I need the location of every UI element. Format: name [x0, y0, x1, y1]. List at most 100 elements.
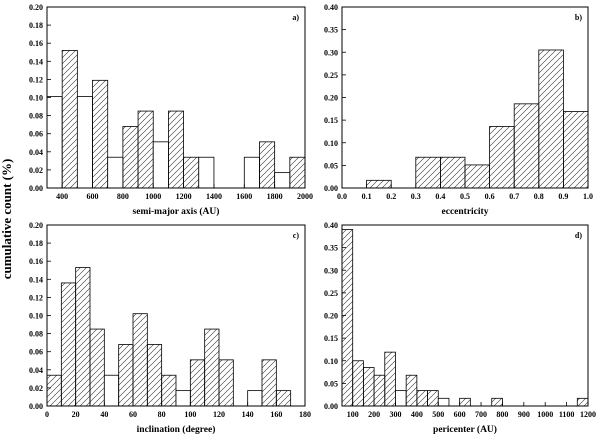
y-tick-label: 0.02: [29, 166, 43, 175]
panel-tag: b): [575, 13, 582, 22]
histogram-bar: [576, 397, 589, 407]
panel-inclination: 0 20 40 60 80 100 120 140 160 180 0.00 0.02 0.04 0.06…: [29, 221, 311, 435]
histogram-bar: [103, 374, 120, 407]
histogram-bar: [189, 359, 206, 407]
x-tick-label: 800: [117, 192, 129, 201]
histogram-bar: [175, 390, 191, 407]
histogram-bar: [415, 156, 441, 189]
x-tick-label: 180: [299, 410, 311, 419]
x-tick-label: 0.8: [534, 192, 544, 201]
histogram-bar: [384, 351, 396, 407]
y-tick-label: 0.10: [29, 312, 43, 321]
histogram-bar: [261, 359, 277, 407]
x-tick-label: 1100: [559, 410, 575, 419]
x-tick-label: 0.5: [460, 192, 470, 201]
y-tick-label: 0.16: [29, 257, 43, 266]
x-tick-label: 140: [242, 410, 254, 419]
x-tick-label: 0.1: [362, 192, 372, 201]
x-tick-label: 1600: [236, 192, 252, 201]
y-tick-label: 0.00: [29, 184, 43, 193]
y-tick-label: 0.04: [29, 366, 43, 375]
y-tick-label: 0.25: [324, 71, 338, 80]
y-tick-label: 0.40: [324, 3, 338, 12]
y-tick-label: 0.15: [324, 116, 338, 125]
histogram-bar: [341, 229, 354, 407]
histogram-bar: [92, 79, 109, 189]
y-tick-label: 0.10: [324, 357, 338, 366]
x-tick-label: 0: [45, 410, 49, 419]
x-tick-label: 400: [411, 410, 423, 419]
panel-eccentricity: 0.0 0.1 0.2 0.3 0.4 0.5 0.6 0.7 0.8 0.9 1.0 0.00 0.0…: [324, 3, 593, 217]
x-tick-label: 1.0: [583, 192, 593, 201]
panel-tag: c): [293, 231, 300, 240]
x-tick-label: 900: [518, 410, 530, 419]
histogram-bar: [405, 374, 418, 407]
y-tick-label: 0.02: [29, 384, 43, 393]
x-tick-label: 1000: [537, 410, 553, 419]
y-tick-label: 0.06: [29, 130, 43, 139]
y-tick-label: 0.18: [29, 21, 43, 30]
x-axis-title: pericenter (AU): [433, 424, 497, 435]
x-tick-label: 120: [213, 410, 225, 419]
histogram-bar: [563, 111, 589, 189]
y-tick-label: 0.30: [324, 48, 338, 57]
x-tick-label: 0.3: [411, 192, 421, 201]
histogram-bar: [204, 328, 220, 407]
x-tick-label: 40: [100, 410, 108, 419]
y-tick-label: 0.25: [324, 289, 338, 298]
x-axis-title: inclination (degree): [137, 424, 216, 435]
histogram-bar: [218, 359, 234, 407]
y-tick-label: 0.08: [29, 112, 43, 121]
histogram-bar: [259, 141, 276, 189]
histogram-bar: [137, 110, 154, 189]
histogram-bar: [161, 374, 177, 407]
x-tick-label: 700: [475, 410, 487, 419]
histogram-bar: [513, 103, 540, 189]
histogram-bar: [538, 49, 564, 189]
histogram-bar: [491, 397, 503, 407]
x-tick-label: 160: [270, 410, 282, 419]
y-tick-label: 0.05: [324, 379, 338, 388]
x-tick-label: 20: [72, 410, 80, 419]
histogram-bar: [76, 96, 93, 189]
histogram-bar: [274, 172, 291, 189]
x-tick-label: 600: [454, 410, 466, 419]
x-tick-label: 0.6: [485, 192, 495, 201]
y-tick-label: 0.08: [29, 330, 43, 339]
y-tick-label: 0.20: [324, 312, 338, 321]
y-tick-label: 0.05: [324, 161, 338, 170]
y-tick-label: 0.16: [29, 39, 43, 48]
x-tick-label: 1200: [176, 192, 192, 201]
panel-tag: a): [292, 13, 299, 22]
x-axis-title: eccentricity: [442, 207, 489, 217]
panel-tag: d): [575, 231, 582, 240]
histogram-bar: [132, 313, 148, 407]
histogram-bar: [61, 50, 78, 189]
y-tick-label: 0.10: [324, 139, 338, 148]
x-tick-label: 0.7: [509, 192, 519, 201]
histogram-bar: [75, 267, 91, 407]
histogram-bar: [89, 328, 105, 407]
y-tick-label: 0.40: [324, 221, 338, 230]
histogram-bar: [366, 179, 392, 189]
x-axis-title: semi-major axis (AU): [133, 206, 220, 217]
histogram-bar: [352, 360, 364, 407]
y-tick-label: 0.15: [324, 334, 338, 343]
histogram-bar: [183, 156, 200, 189]
histogram-bar: [489, 126, 515, 189]
y-tick-label: 0.12: [29, 75, 43, 84]
y-tick-label: 0.04: [29, 148, 43, 157]
y-tick-label: 0.00: [324, 402, 338, 411]
y-tick-label: 0.35: [324, 244, 338, 253]
y-tick-label: 0.14: [29, 275, 43, 284]
histogram-bar: [46, 374, 62, 407]
histogram-bar: [373, 374, 386, 407]
x-tick-label: 0.2: [386, 192, 396, 201]
x-tick-label: 100: [184, 410, 196, 419]
histogram-bar: [247, 390, 263, 407]
histogram-bar: [118, 344, 134, 407]
x-tick-label: 60: [129, 410, 137, 419]
histogram-bar: [198, 156, 215, 189]
histogram-bar: [437, 397, 450, 407]
histogram-bar: [146, 344, 163, 407]
